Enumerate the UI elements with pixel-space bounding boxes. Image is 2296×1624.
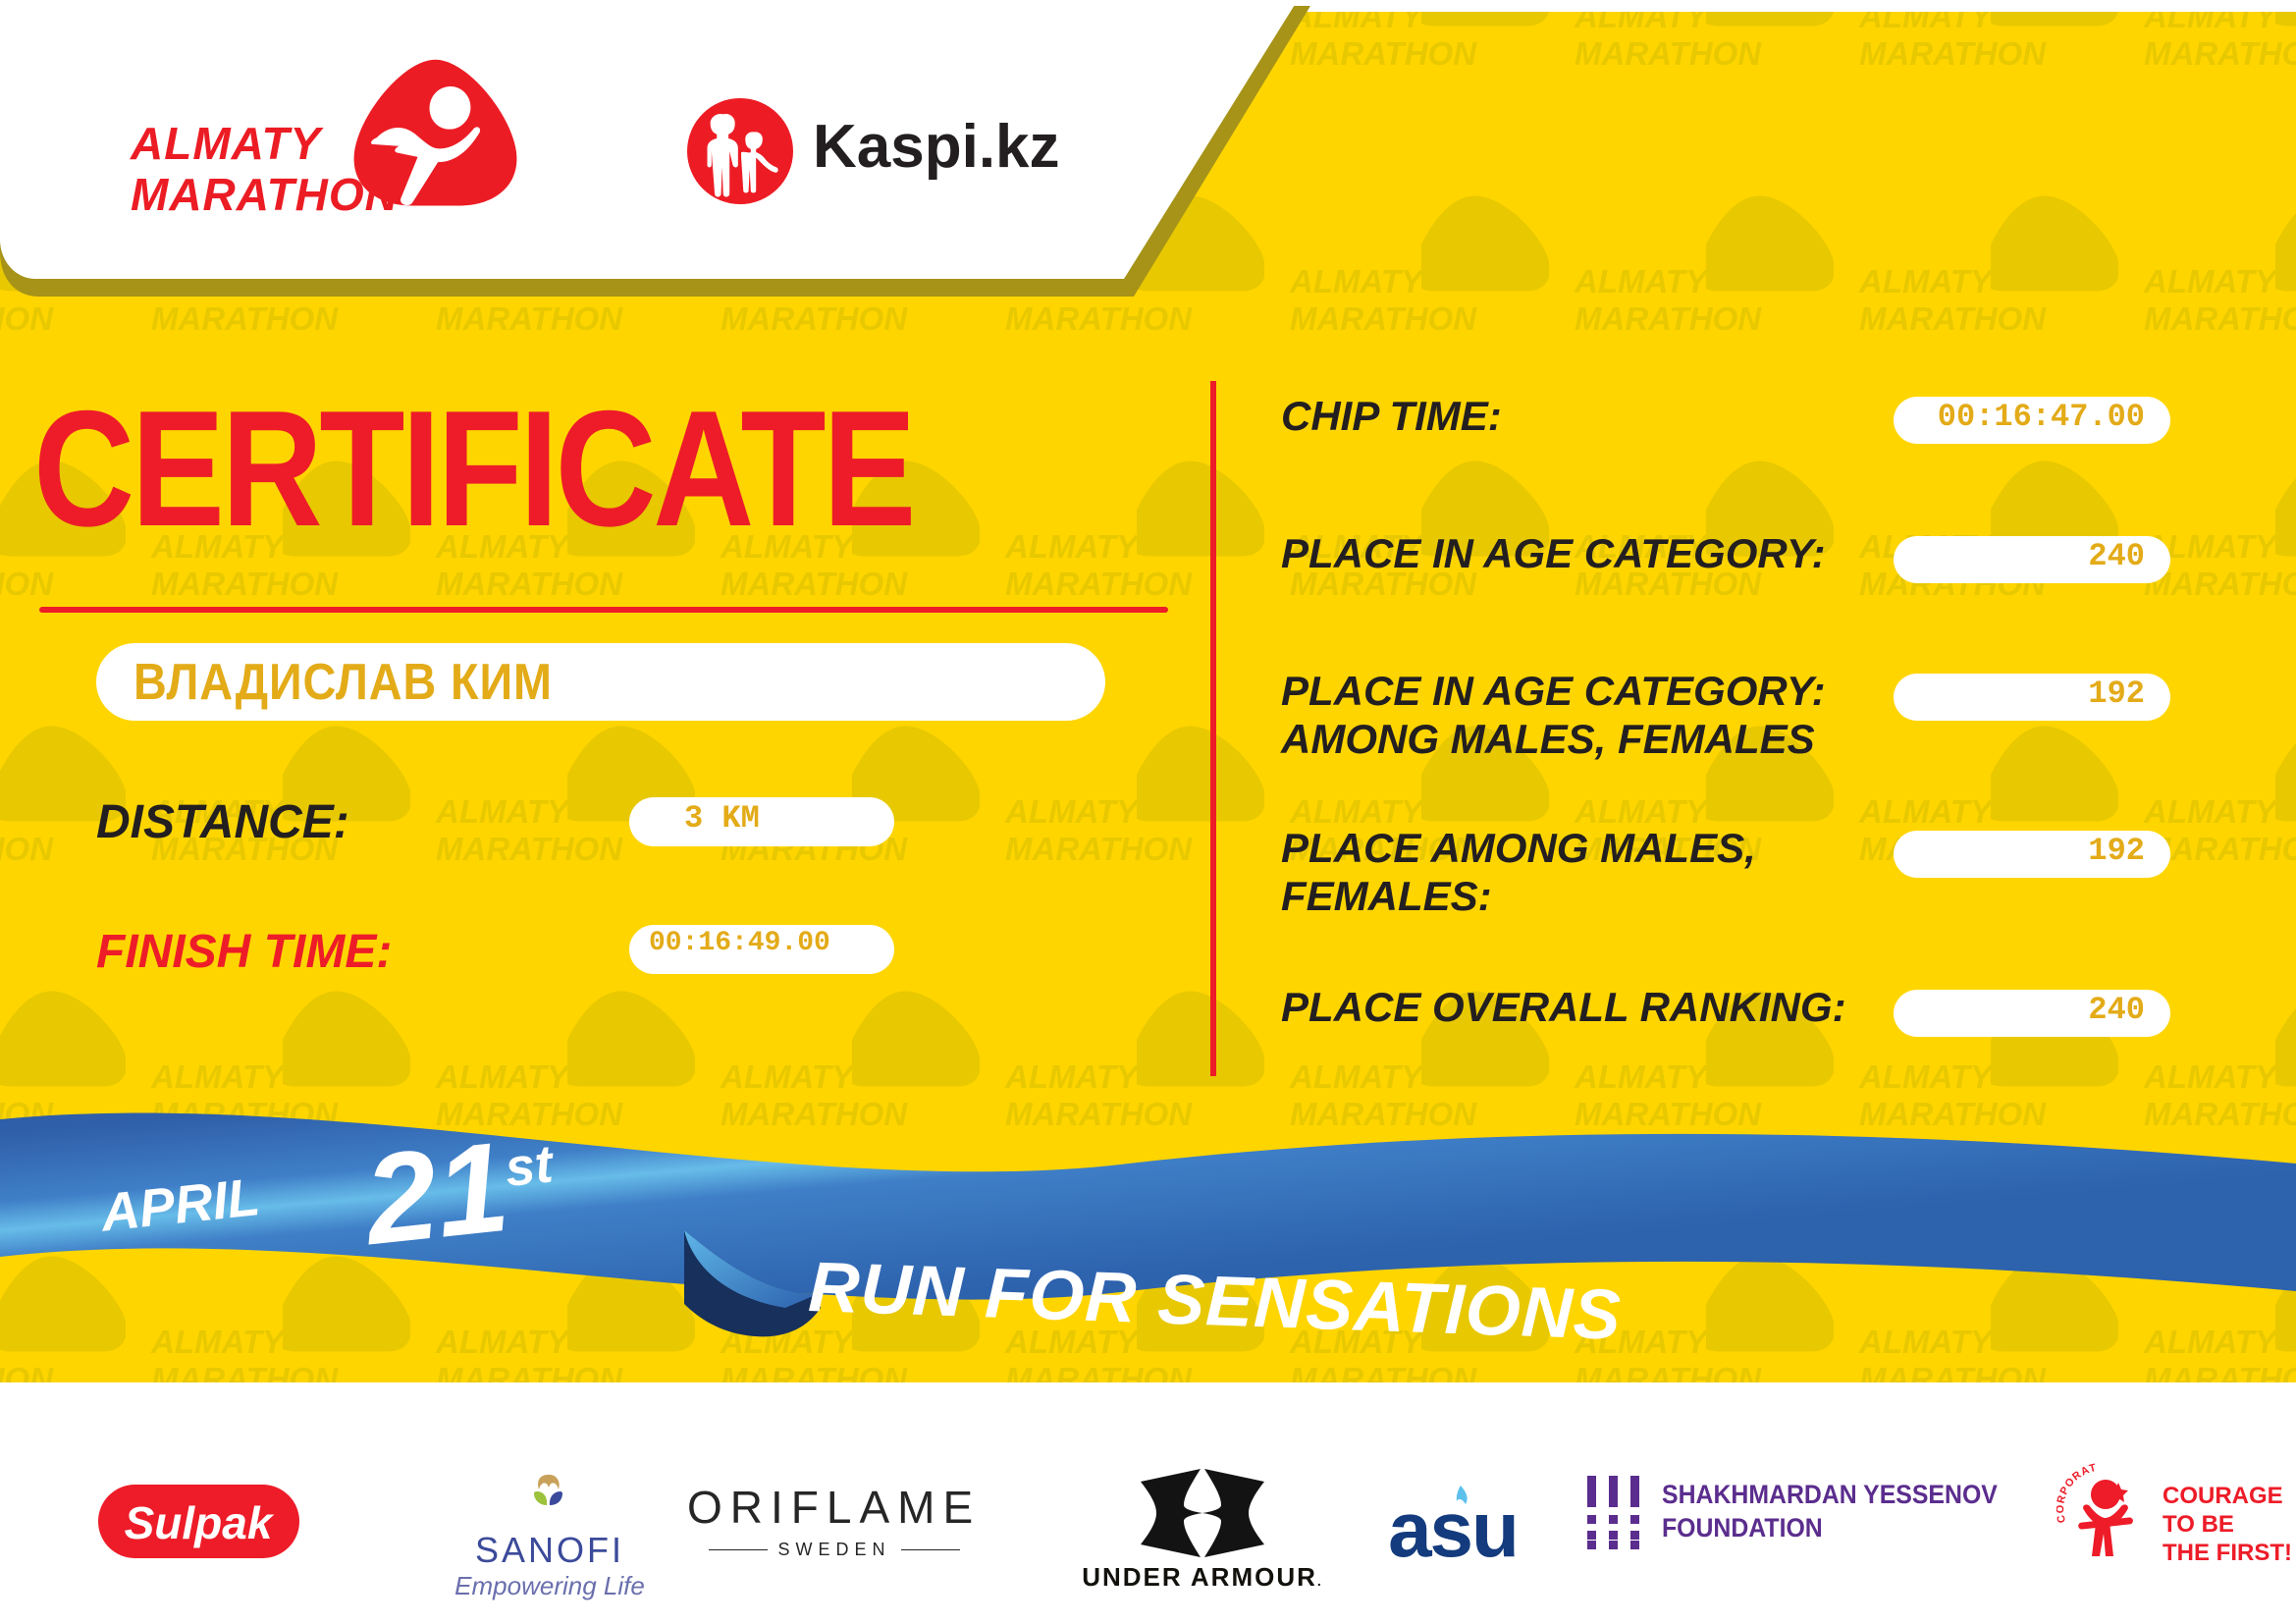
svg-text:asu: asu: [1388, 1486, 1518, 1573]
svg-text:Sulpak: Sulpak: [125, 1497, 275, 1548]
